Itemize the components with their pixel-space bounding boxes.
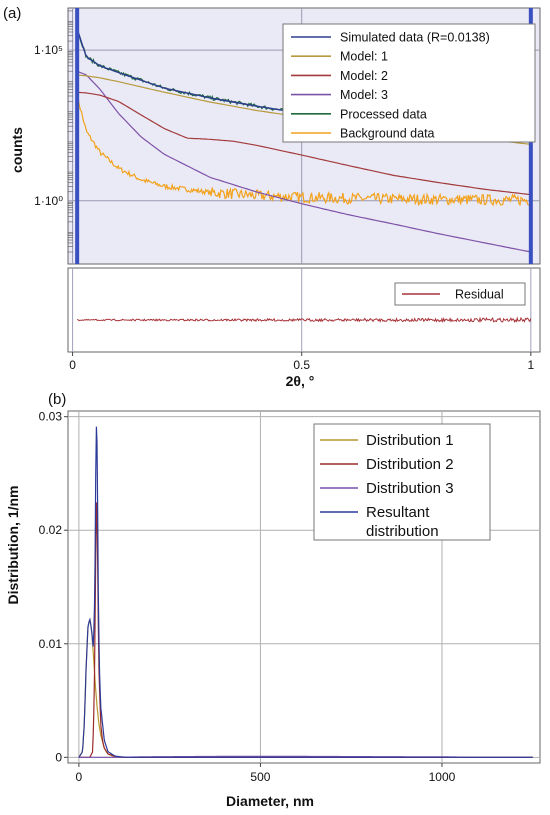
panel-b-x-tick-label: 500	[250, 770, 270, 784]
panel-b-series	[78, 426, 533, 758]
panel-b-x-tick-label: 1000	[429, 770, 456, 784]
legend-label-model-2: Model: 2	[340, 69, 388, 83]
panel-a-y-ticks: 1·10⁵ 1·10⁰	[34, 43, 63, 208]
panel-a-y-tick-label: 1·10⁵	[34, 43, 63, 57]
panel-b-y-axis-label: Distribution, 1/nm	[5, 486, 21, 605]
panel-b-y-tick-label: 0.01	[39, 637, 63, 651]
legend-label-resultant-distribution: Resultant distribution	[366, 504, 439, 540]
panel-b-y-tick-label: 0.03	[39, 410, 63, 424]
legend-label-distribution-2: Distribution 2	[366, 456, 454, 473]
panel-a-x-axis-label: 2θ, °	[286, 373, 315, 389]
residual-x-tick-label: 0	[69, 358, 76, 372]
series-model-3	[76, 70, 531, 253]
legend-label-simulated-data-r-0-0138: Simulated data (R=0.0138)	[340, 31, 490, 45]
residual-x-ticks: 0 0.5 1	[69, 352, 534, 372]
residual-x-tick-label: 0.5	[293, 358, 310, 372]
residual-x-tick-label: 1	[527, 358, 534, 372]
legend-label-model-3: Model: 3	[340, 88, 388, 102]
panel-b-x-tick-label: 0	[76, 770, 83, 784]
residual-series	[76, 316, 532, 324]
panel-a-y-axis-label: counts	[9, 127, 25, 173]
panel-a-legend: Simulated data (R=0.0138) Model: 1 Model: …	[282, 23, 536, 143]
series-resultant-distribution	[78, 426, 533, 758]
legend-label-model-1: Model: 1	[340, 50, 388, 64]
panel-b-plot: 0 500 1000 0 0.01 0.02 0.03 Diameter, nm Dist…	[5, 410, 541, 809]
residual-legend: Residual	[394, 282, 526, 306]
legend-label-residual: Residual	[455, 288, 504, 302]
legend-label-processed-data: Processed data	[340, 107, 427, 121]
legend-label-distribution-3: Distribution 3	[366, 480, 454, 497]
panel-a-legend-box	[282, 23, 536, 143]
legend-label-distribution-1: Distribution 1	[366, 432, 454, 449]
legend-label-background-data: Background data	[340, 127, 435, 141]
residual-legend-box	[394, 282, 526, 306]
series-background-data	[77, 97, 532, 207]
panel-b-legend: Distribution 1 Distribution 2 Distribution…	[313, 423, 491, 541]
panel-a-label: (a)	[3, 5, 21, 22]
panel-b-x-axis-label: Diameter, nm	[226, 793, 314, 809]
panel-b-x-ticks: 0 500 1000	[76, 763, 456, 784]
panel-b-legend-box	[313, 423, 491, 541]
residual-grid	[72, 268, 532, 352]
series-residual	[76, 316, 532, 324]
panel-b-y-tick-label: 0	[55, 750, 62, 764]
panel-a-y-tick-label: 1·10⁰	[34, 194, 63, 208]
panel-a-top-plot: 1·10⁵ 1·10⁰ counts Simulated data (R=0.01…	[9, 7, 541, 265]
panel-b-y-tick-label: 0.02	[39, 523, 63, 537]
series-model-2	[77, 91, 531, 196]
panel-b-y-ticks: 0 0.01 0.02 0.03	[39, 410, 68, 764]
panel-a-residual-plot: Residual 0 0.5 1 2θ, °	[67, 267, 541, 389]
residual-plot-area	[67, 267, 541, 353]
panel-b-label: (b)	[48, 391, 66, 408]
